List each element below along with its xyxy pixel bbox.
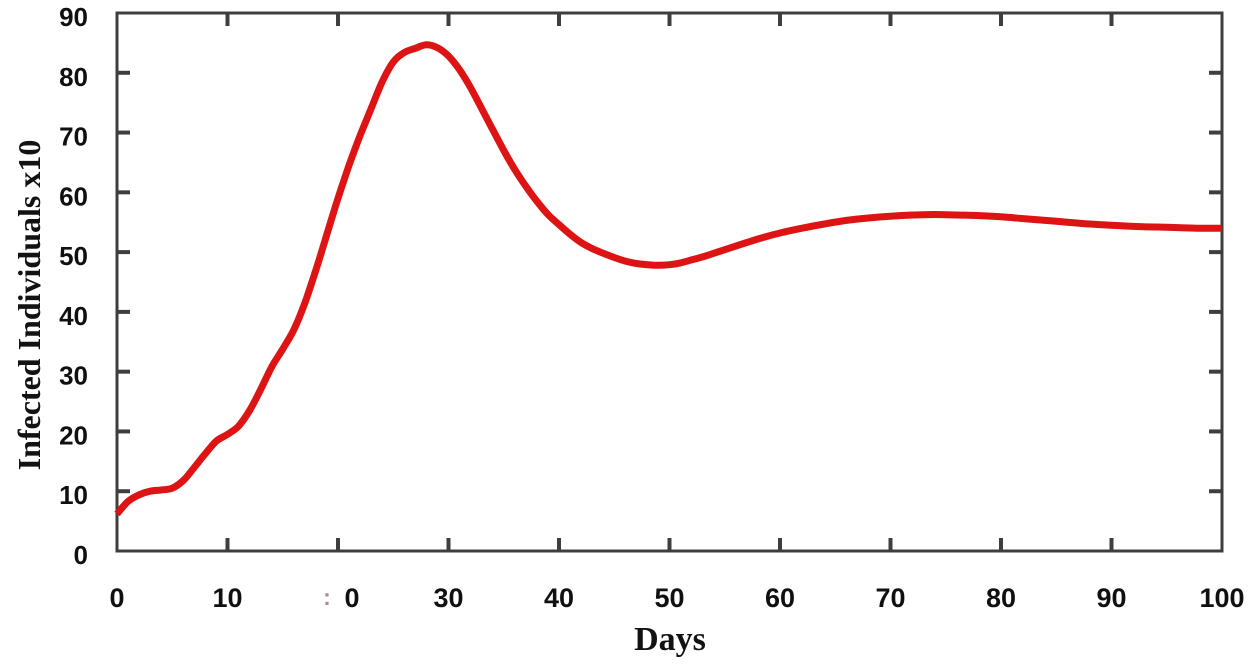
x-tick-label: 40 [544,583,574,613]
x-tick-label: 0 [344,583,359,613]
y-tick-label: 90 [59,2,88,32]
x-tick-label: 70 [875,583,905,613]
y-tick-label: 30 [59,361,88,391]
x-axis-title: Days [634,621,706,658]
y-tick-label: 60 [59,181,88,211]
tick-marks-group [117,13,1222,551]
x-tick-label: 50 [654,583,684,613]
x-tick-label: 60 [765,583,795,613]
plot-frame [115,11,1224,553]
x-tick-label: 0 [109,583,124,613]
y-tick-label: 80 [59,62,88,92]
y-tick-label: 0 [74,540,88,570]
curve-group [114,41,1223,517]
y-tick-label: 40 [59,301,88,331]
y-tick-label: 70 [59,122,88,152]
y-tick-label: 50 [59,241,88,271]
infected-curve [114,41,1223,517]
x-tick-label-artifact: : [323,584,331,610]
y-tick-label: 20 [59,420,88,450]
x-tick-label: 100 [1199,583,1244,613]
x-tick-label: 10 [212,583,242,613]
y-axis-title: Infected Individuals x10 [11,140,47,471]
x-tick-label: 30 [433,583,463,613]
tick-labels-group: 0 10 0 30 40 50 60 70 80 90 100:010203040506070809… [59,2,1244,613]
plot-frame-group [115,11,1224,553]
y-tick-label: 10 [59,480,88,510]
x-tick-label: 90 [1096,583,1126,613]
x-tick-label: 80 [986,583,1016,613]
